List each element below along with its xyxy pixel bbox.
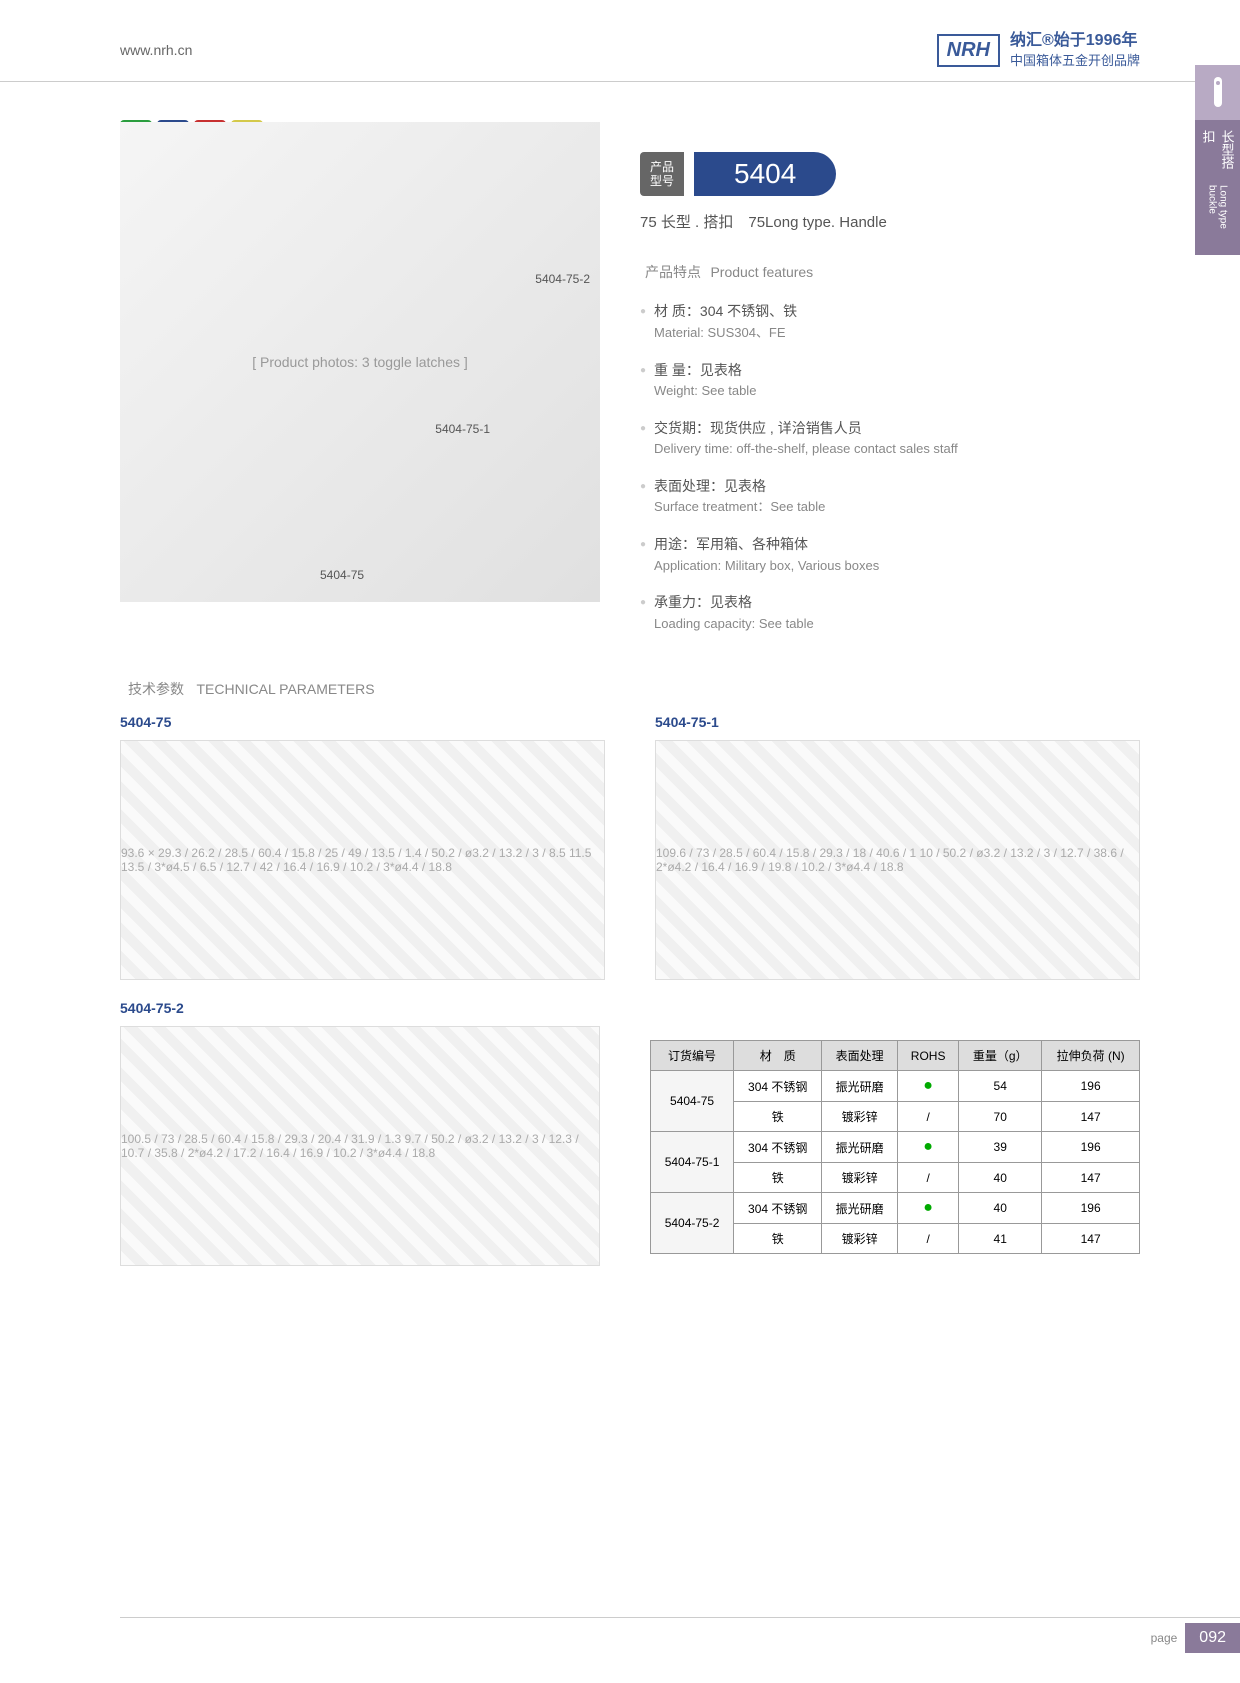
table-cell: 304 不锈钢 — [734, 1071, 822, 1102]
feature-item: 重 量：见表格Weight: See table — [640, 359, 1140, 402]
model-label: 产品 型号 — [640, 152, 684, 197]
diagram-label: 5404-75-2 — [120, 1000, 600, 1016]
side-tab: 长型搭扣 Long type buckle — [1195, 120, 1240, 255]
feature-item: 交货期：现货供应 , 详洽销售人员Delivery time: off-the-… — [640, 417, 1140, 460]
table-cell: / — [898, 1102, 959, 1132]
site-url: www.nrh.cn — [120, 42, 192, 58]
features-title-en: Product features — [710, 264, 813, 280]
table-cell: 39 — [959, 1132, 1042, 1163]
page-header: www.nrh.cn NRH 纳汇®始于1996年 中国箱体五金开创品牌 — [0, 0, 1240, 82]
table-cell: / — [898, 1224, 959, 1254]
table-cell: 铁 — [734, 1163, 822, 1193]
table-cell: 147 — [1042, 1163, 1140, 1193]
table-cell: 铁 — [734, 1102, 822, 1132]
table-header: 材 质 — [734, 1041, 822, 1071]
main-content: [ Product photos: 3 toggle latches ] 540… — [0, 82, 1240, 650]
table-header: 表面处理 — [822, 1041, 898, 1071]
diagram-label: 5404-75-1 — [655, 714, 1140, 730]
table-cell: 40 — [959, 1193, 1042, 1224]
table-header: 重量（g） — [959, 1041, 1042, 1071]
brand-line1: 纳汇®始于1996年 — [1010, 30, 1140, 52]
table-cell: 振光研磨 — [822, 1071, 898, 1102]
table-cell: 304 不锈钢 — [734, 1132, 822, 1163]
table-cell: ● — [898, 1193, 959, 1224]
diagram-5404-75-1: 5404-75-1 109.6 / 73 / 28.5 / 60.4 / 15.… — [655, 714, 1140, 980]
diagram-placeholder: 109.6 / 73 / 28.5 / 60.4 / 15.8 / 29.3 /… — [655, 740, 1140, 980]
tech-title: 技术参数 TECHNICAL PARAMETERS — [120, 679, 1140, 699]
features-title: 产品特点 Product features — [640, 262, 1140, 282]
table-cell: 147 — [1042, 1224, 1140, 1254]
table-cell: 147 — [1042, 1102, 1140, 1132]
table-row: 5404-75-1304 不锈钢振光研磨●39196 — [651, 1132, 1140, 1163]
brand-line2: 中国箱体五金开创品牌 — [1010, 52, 1140, 70]
tech-section: 技术参数 TECHNICAL PARAMETERS 5404-75 93.6 ×… — [0, 649, 1240, 1266]
table-cell: 振光研磨 — [822, 1132, 898, 1163]
side-tab-en: Long type buckle — [1207, 185, 1229, 245]
tech-title-cn: 技术参数 — [128, 681, 184, 697]
brand-logo: NRH — [937, 34, 1000, 67]
table-cell: 振光研磨 — [822, 1193, 898, 1224]
page-number: 092 — [1185, 1623, 1240, 1653]
table-header: 拉伸负荷 (N) — [1042, 1041, 1140, 1071]
table-cell: 196 — [1042, 1193, 1140, 1224]
features-list: 材 质：304 不锈钢、铁Material: SUS304、FE 重 量：见表格W… — [640, 300, 1140, 634]
product-image-area: [ Product photos: 3 toggle latches ] 540… — [120, 122, 600, 602]
table-cell: 40 — [959, 1163, 1042, 1193]
brand-text: 纳汇®始于1996年 中国箱体五金开创品牌 — [1010, 30, 1140, 71]
model-cell: 5404-75 — [651, 1071, 734, 1132]
page-footer: page 092 — [120, 1617, 1240, 1653]
table-header: 订货编号 — [651, 1041, 734, 1071]
features-title-cn: 产品特点 — [645, 264, 701, 280]
table-row: 5404-75-2304 不锈钢振光研磨●40196 — [651, 1193, 1140, 1224]
diagram-placeholder: 93.6 × 29.3 / 26.2 / 28.5 / 60.4 / 15.8 … — [120, 740, 605, 980]
feature-item: 表面处理：见表格Surface treatment：See table — [640, 475, 1140, 518]
table-cell: 196 — [1042, 1071, 1140, 1102]
table-cell: ● — [898, 1132, 959, 1163]
model-cell: 5404-75-1 — [651, 1132, 734, 1193]
feature-item: 用途：军用箱、各种箱体Application: Military box, Va… — [640, 533, 1140, 576]
side-tab-cn: 长型搭扣 — [1199, 130, 1237, 172]
table-cell: 镀彩锌 — [822, 1102, 898, 1132]
table-header: ROHS — [898, 1041, 959, 1071]
table-cell: 41 — [959, 1224, 1042, 1254]
spec-table: 订货编号材 质表面处理ROHS重量（g）拉伸负荷 (N) 5404-75304 … — [650, 1040, 1140, 1254]
feature-item: 材 质：304 不锈钢、铁Material: SUS304、FE — [640, 300, 1140, 343]
diagram-placeholder: 100.5 / 73 / 28.5 / 60.4 / 15.8 / 29.3 /… — [120, 1026, 600, 1266]
table-cell: 70 — [959, 1102, 1042, 1132]
diagrams-row-1: 5404-75 93.6 × 29.3 / 26.2 / 28.5 / 60.4… — [120, 714, 1140, 980]
tech-title-en: TECHNICAL PARAMETERS — [196, 681, 374, 697]
img-label-1: 5404-75-2 — [535, 272, 590, 286]
table-cell: 铁 — [734, 1224, 822, 1254]
img-label-2: 5404-75-1 — [435, 422, 490, 436]
diagram-label: 5404-75 — [120, 714, 605, 730]
table-cell: 304 不锈钢 — [734, 1193, 822, 1224]
product-image-placeholder: [ Product photos: 3 toggle latches ] — [120, 122, 600, 602]
diagram-5404-75: 5404-75 93.6 × 29.3 / 26.2 / 28.5 / 60.4… — [120, 714, 605, 980]
feature-item: 承重力：见表格Loading capacity: See table — [640, 591, 1140, 634]
table-row: 5404-75304 不锈钢振光研磨●54196 — [651, 1071, 1140, 1102]
subtitle: 75 长型 . 搭扣 75Long type. Handle — [640, 211, 1140, 232]
bottom-row: 5404-75-2 100.5 / 73 / 28.5 / 60.4 / 15.… — [120, 1000, 1140, 1266]
model-cell: 5404-75-2 — [651, 1193, 734, 1254]
table-cell: 196 — [1042, 1132, 1140, 1163]
model-number: 5404 — [694, 152, 836, 196]
page-label: page — [1151, 1631, 1178, 1645]
table-cell: 镀彩锌 — [822, 1224, 898, 1254]
table-cell: 镀彩锌 — [822, 1163, 898, 1193]
table-cell: 54 — [959, 1071, 1042, 1102]
product-info: 产品 型号 5404 75 长型 . 搭扣 75Long type. Handl… — [640, 122, 1140, 650]
img-label-3: 5404-75 — [320, 568, 364, 582]
brand-block: NRH 纳汇®始于1996年 中国箱体五金开创品牌 — [937, 30, 1140, 71]
diagram-5404-75-2: 5404-75-2 100.5 / 73 / 28.5 / 60.4 / 15.… — [120, 1000, 600, 1266]
side-tab-icon — [1195, 65, 1240, 120]
model-row: 产品 型号 5404 — [640, 152, 1140, 197]
table-cell: / — [898, 1163, 959, 1193]
table-cell: ● — [898, 1071, 959, 1102]
